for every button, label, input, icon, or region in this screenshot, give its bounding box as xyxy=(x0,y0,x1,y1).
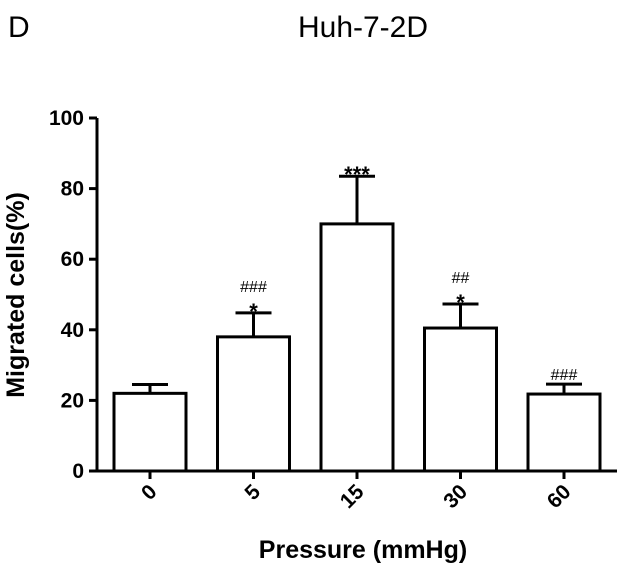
y-axis-label: Migrated cells(%) xyxy=(2,192,30,398)
y-tick-label: 20 xyxy=(61,389,84,412)
x-tick-label: 60 xyxy=(543,480,576,513)
bar xyxy=(319,222,395,473)
y-tick-label: 60 xyxy=(61,248,84,271)
bar xyxy=(216,335,291,473)
bars xyxy=(112,174,602,473)
bar xyxy=(423,326,498,473)
panel-letter: D xyxy=(8,11,30,44)
significance-hash: ### xyxy=(551,367,578,384)
x-tick-label: 0 xyxy=(137,480,162,505)
chart-title: Huh-7-2D xyxy=(298,11,428,44)
x-tick-label: 30 xyxy=(439,480,472,513)
x-tick-label: 5 xyxy=(241,480,266,505)
significance-hash: ### xyxy=(240,279,267,296)
bar xyxy=(526,392,602,473)
x-tick-label: 15 xyxy=(336,480,369,513)
y-tick-label: 40 xyxy=(61,319,84,342)
significance-star: * xyxy=(249,299,258,324)
significance-star: *** xyxy=(344,162,370,187)
significance-star: * xyxy=(456,290,465,315)
y-tick-label: 100 xyxy=(49,107,84,130)
significance-hash: ## xyxy=(452,270,470,287)
significance-annotations: *###****##### xyxy=(240,162,577,384)
y-tick-label: 0 xyxy=(72,460,84,483)
bar xyxy=(112,391,188,473)
x-axis-label: Pressure (mmHg) xyxy=(259,536,467,564)
y-tick-label: 80 xyxy=(61,178,84,201)
